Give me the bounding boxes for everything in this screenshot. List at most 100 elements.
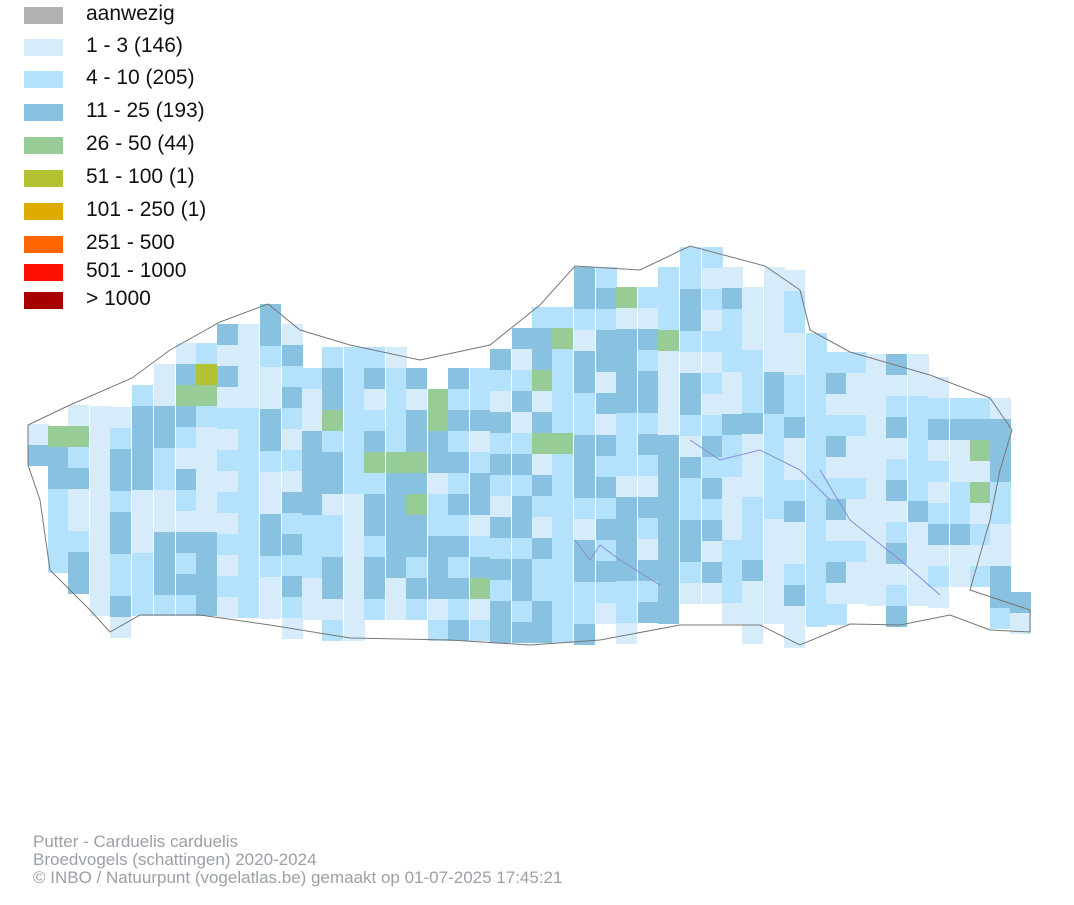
grid-cell bbox=[658, 435, 679, 456]
grid-cell bbox=[428, 431, 449, 452]
grid-cell bbox=[764, 330, 785, 351]
grid-cell bbox=[764, 582, 785, 603]
grid-cell bbox=[886, 585, 907, 606]
grid-cell bbox=[908, 543, 929, 564]
grid-cell bbox=[928, 440, 949, 461]
grid-cell bbox=[950, 503, 971, 524]
grid-cell bbox=[806, 396, 827, 417]
grid-cell bbox=[132, 385, 153, 406]
grid-cell bbox=[658, 540, 679, 561]
grid-cell bbox=[217, 450, 238, 471]
grid-cell bbox=[764, 414, 785, 435]
grid-cell bbox=[784, 501, 805, 522]
grid-cell bbox=[532, 538, 553, 559]
grid-cell bbox=[596, 519, 617, 540]
grid-cell bbox=[908, 396, 929, 417]
grid-cell bbox=[574, 498, 595, 519]
grid-cell bbox=[532, 328, 553, 349]
grid-cell bbox=[722, 540, 743, 561]
grid-cell bbox=[950, 524, 971, 545]
grid-cell bbox=[260, 577, 281, 598]
grid-cell bbox=[260, 346, 281, 367]
grid-cell bbox=[282, 450, 303, 471]
grid-cell bbox=[826, 583, 847, 604]
grid-cell bbox=[596, 372, 617, 393]
grid-cell bbox=[154, 595, 175, 616]
grid-cell bbox=[260, 451, 281, 472]
grid-cell bbox=[217, 492, 238, 513]
grid-cell bbox=[866, 438, 887, 459]
legend-label: 1 - 3 (146) bbox=[86, 34, 183, 57]
grid-cell bbox=[364, 389, 385, 410]
grid-cell bbox=[238, 450, 259, 471]
grid-cell bbox=[806, 375, 827, 396]
grid-cell bbox=[448, 410, 469, 431]
legend-label: 26 - 50 (44) bbox=[86, 132, 195, 155]
grid-cell bbox=[448, 473, 469, 494]
grid-cell bbox=[448, 557, 469, 578]
grid-cell bbox=[722, 435, 743, 456]
grid-cell bbox=[616, 413, 637, 434]
grid-cell bbox=[826, 436, 847, 457]
grid-cell bbox=[702, 499, 723, 520]
grid-cell bbox=[764, 477, 785, 498]
grid-cell bbox=[196, 385, 217, 406]
grid-cell bbox=[344, 452, 365, 473]
grid-cell bbox=[512, 328, 533, 349]
grid-cell bbox=[574, 267, 595, 288]
grid-cell bbox=[886, 459, 907, 480]
grid-cell bbox=[552, 391, 573, 412]
grid-cell bbox=[596, 393, 617, 414]
grid-cell bbox=[764, 351, 785, 372]
grid-cell bbox=[764, 498, 785, 519]
grid-cell bbox=[406, 431, 427, 452]
grid-cell bbox=[68, 510, 89, 531]
grid-cell bbox=[282, 597, 303, 618]
grid-cell bbox=[110, 470, 131, 491]
grid-cell bbox=[826, 478, 847, 499]
grid-cell bbox=[428, 599, 449, 620]
grid-cell bbox=[110, 512, 131, 533]
grid-cell bbox=[512, 433, 533, 454]
grid-cell bbox=[238, 513, 259, 534]
grid-cell bbox=[302, 389, 323, 410]
grid-cell bbox=[950, 482, 971, 503]
grid-cell bbox=[908, 501, 929, 522]
grid-cell bbox=[616, 497, 637, 518]
grid-cell bbox=[154, 511, 175, 532]
grid-cell bbox=[702, 268, 723, 289]
grid-cell bbox=[302, 473, 323, 494]
grid-cell bbox=[132, 490, 153, 511]
grid-cell bbox=[722, 414, 743, 435]
grid-cell bbox=[532, 433, 553, 454]
legend-item-101-250: 101 - 250 (1) bbox=[24, 199, 284, 221]
grid-cell bbox=[344, 536, 365, 557]
grid-cell bbox=[784, 396, 805, 417]
grid-cell bbox=[28, 445, 49, 466]
grid-cell bbox=[344, 557, 365, 578]
grid-cell bbox=[406, 515, 427, 536]
grid-cell bbox=[638, 518, 659, 539]
grid-cell bbox=[574, 393, 595, 414]
grid-cell bbox=[28, 424, 49, 445]
grid-cell bbox=[908, 564, 929, 585]
grid-cell bbox=[48, 426, 69, 447]
grid-cell bbox=[742, 623, 763, 644]
grid-cell bbox=[470, 599, 491, 620]
grid-cell bbox=[512, 580, 533, 601]
grid-cell bbox=[68, 405, 89, 426]
grid-cell bbox=[990, 566, 1011, 587]
grid-cell bbox=[722, 288, 743, 309]
grid-cell bbox=[344, 473, 365, 494]
grid-cell bbox=[448, 536, 469, 557]
grid-cell bbox=[616, 455, 637, 476]
grid-cell bbox=[702, 289, 723, 310]
grid-cell bbox=[616, 539, 637, 560]
legend-swatch bbox=[24, 170, 63, 187]
grid-cell bbox=[428, 473, 449, 494]
grid-cell bbox=[110, 491, 131, 512]
grid-cell bbox=[364, 578, 385, 599]
grid-cell bbox=[260, 493, 281, 514]
grid-cell bbox=[68, 489, 89, 510]
grid-cell bbox=[260, 514, 281, 535]
